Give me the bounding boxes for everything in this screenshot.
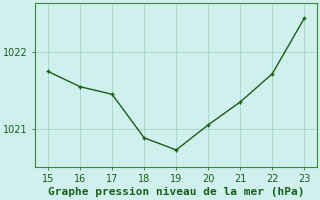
X-axis label: Graphe pression niveau de la mer (hPa): Graphe pression niveau de la mer (hPa) (48, 187, 304, 197)
